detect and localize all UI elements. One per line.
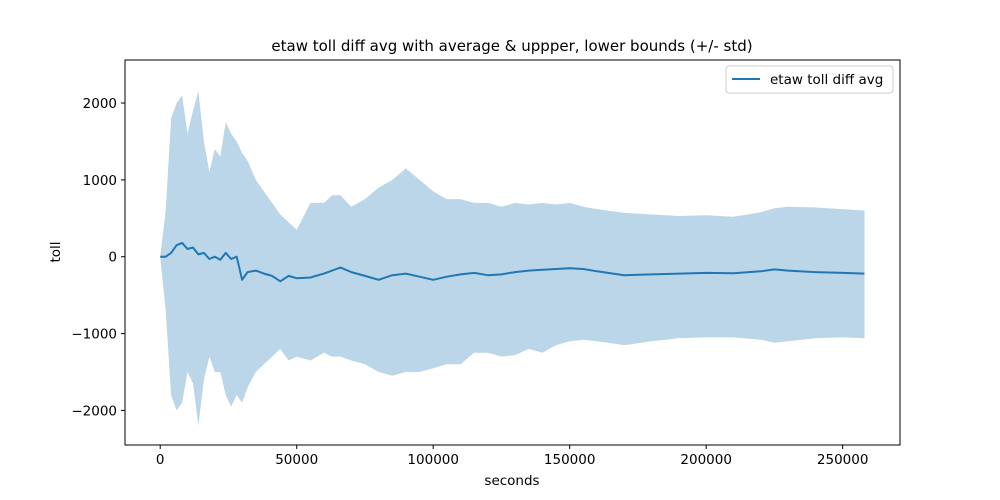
y-tick-label: −2000: [71, 403, 117, 419]
x-tick-label: 50000: [275, 452, 318, 468]
std-band: [160, 91, 865, 426]
x-tick-label: 100000: [407, 452, 459, 468]
x-tick-label: 150000: [544, 452, 596, 468]
x-tick-label: 0: [156, 452, 165, 468]
x-tick-label: 200000: [680, 452, 732, 468]
y-axis: −2000 −1000 0 1000 2000: [71, 96, 125, 419]
chart-title: etaw toll diff avg with average & uppper…: [271, 37, 752, 55]
plot-area: [125, 60, 900, 445]
y-tick-label: −1000: [71, 327, 117, 343]
legend-entry-label: etaw toll diff avg: [770, 72, 883, 88]
x-axis: 0 50000 100000 150000 200000 250000: [156, 445, 869, 468]
plot-frame: [124, 59, 901, 446]
y-tick-label: 1000: [83, 173, 117, 189]
legend-box: [725, 65, 894, 94]
y-tick-label: 0: [108, 250, 117, 266]
legend: etaw toll diff avg: [725, 65, 894, 94]
y-tick-label: 2000: [83, 96, 117, 112]
series-line-layer: [160, 241, 865, 283]
y-axis-label: toll: [48, 241, 64, 262]
std-band-layer: [160, 91, 865, 426]
series-line: [160, 241, 865, 283]
x-axis-label: seconds: [484, 473, 539, 489]
x-tick-label: 250000: [817, 452, 869, 468]
